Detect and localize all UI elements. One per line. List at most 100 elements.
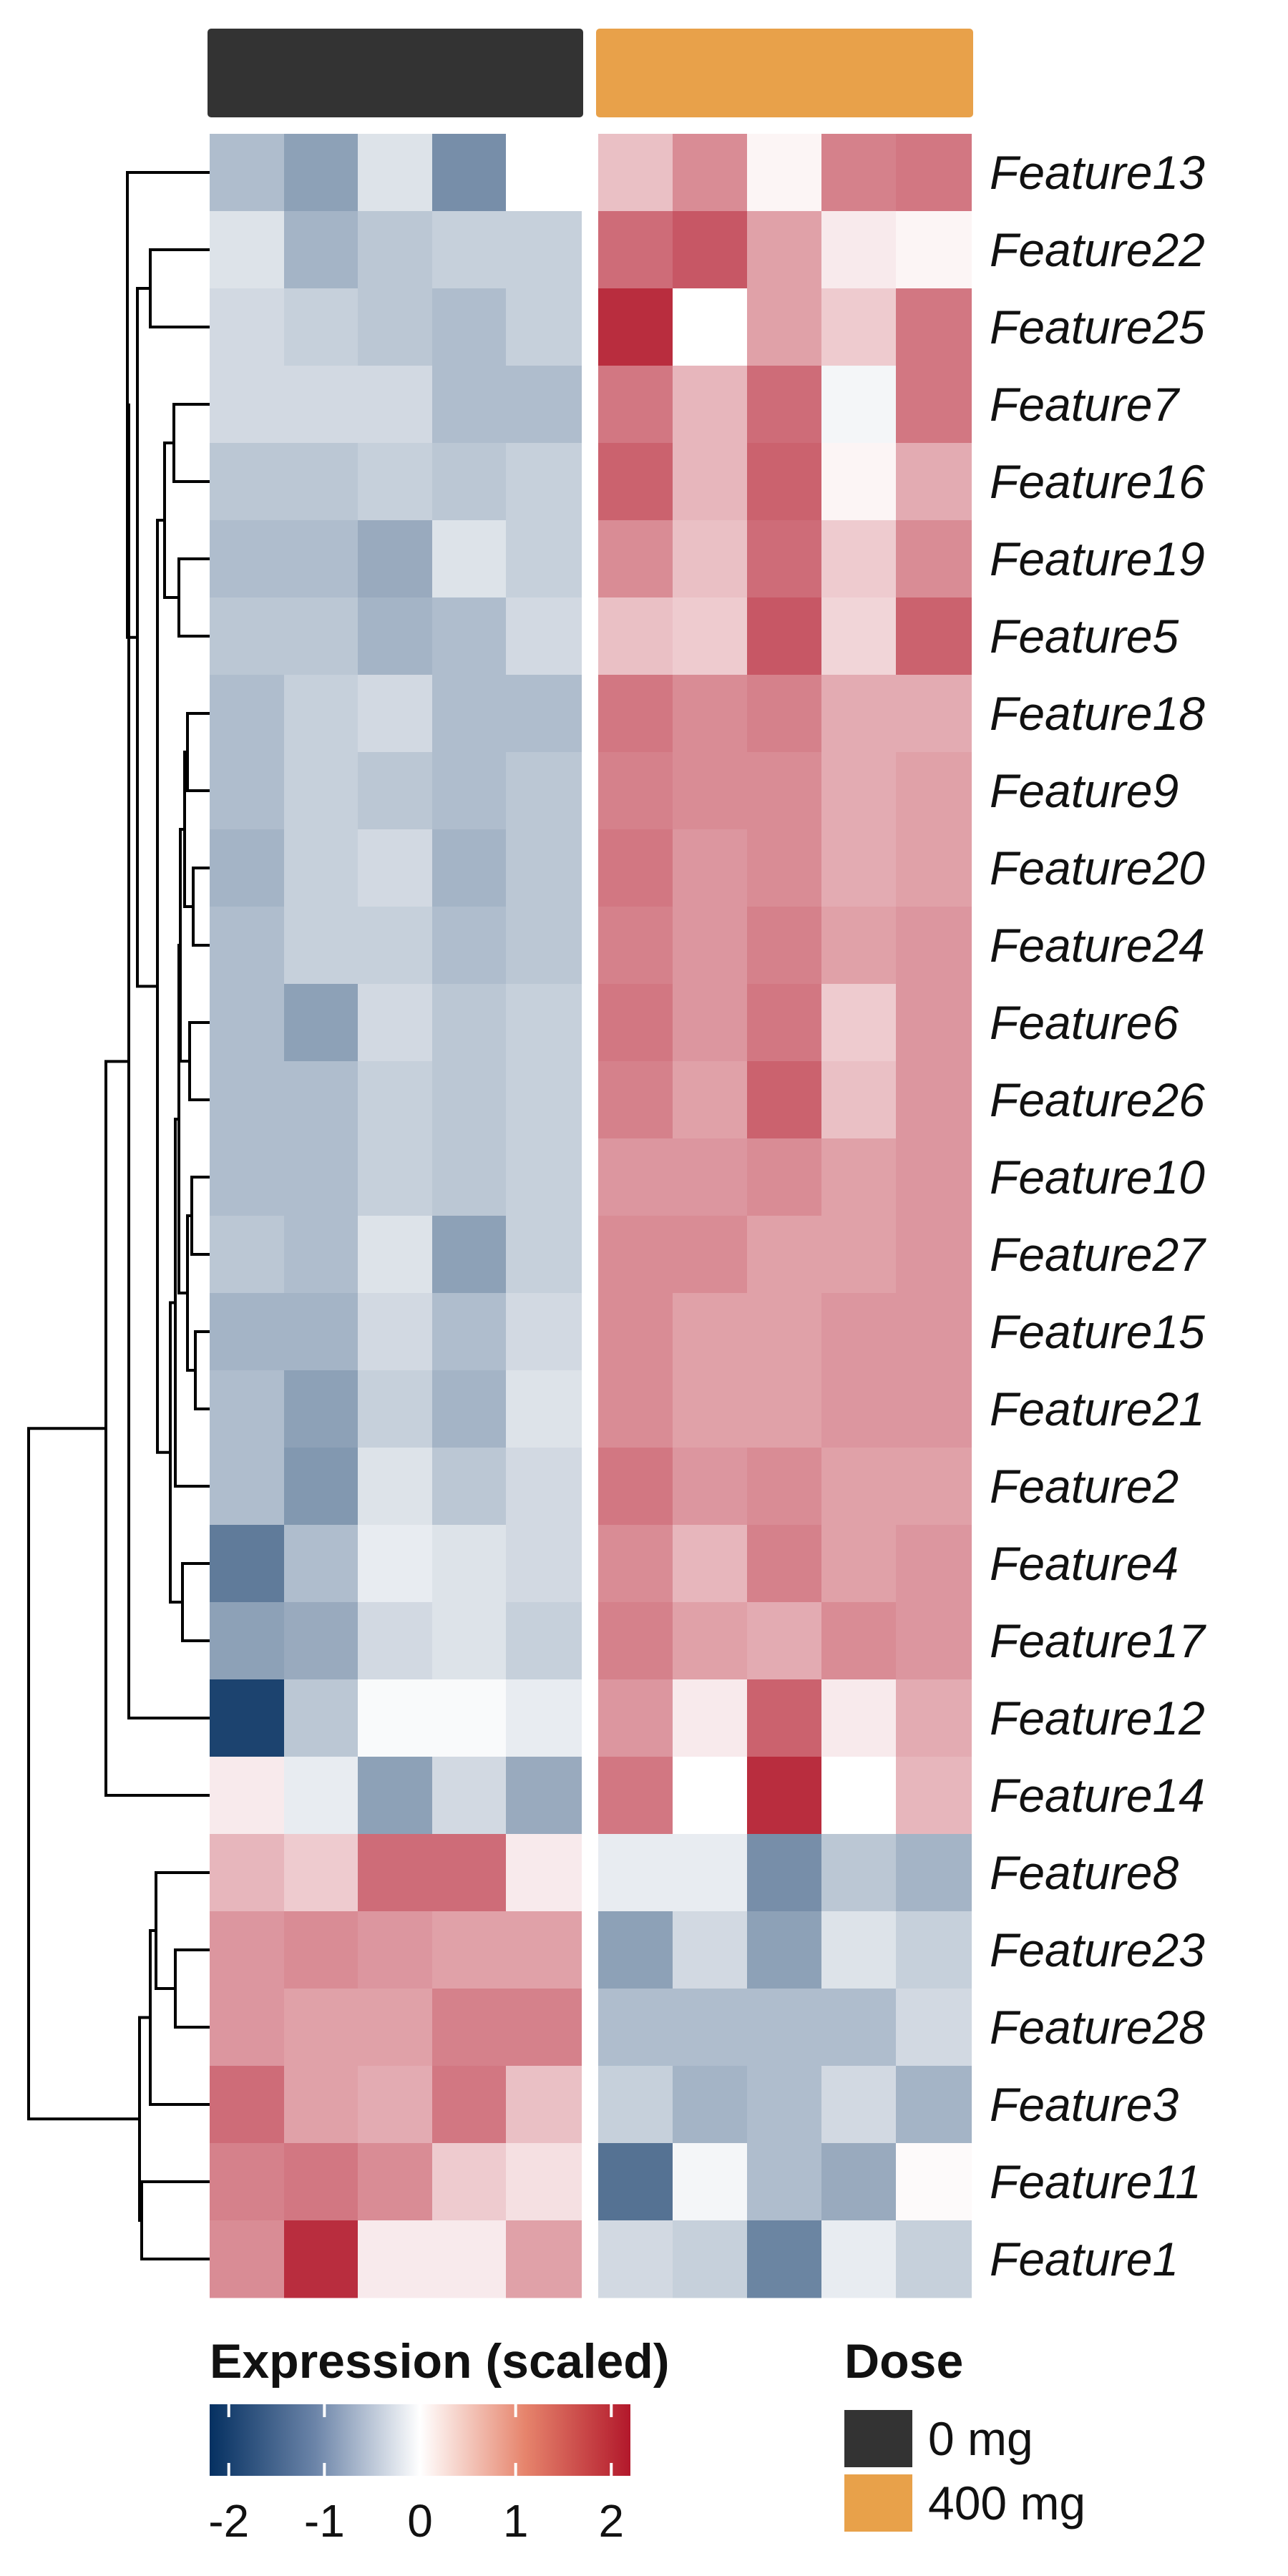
heatmap-cell (358, 1757, 434, 1835)
heatmap-cell (506, 211, 582, 289)
heatmap-cell (821, 2143, 897, 2221)
heatmap-cell (896, 1370, 972, 1448)
heatmap-cell (358, 288, 434, 366)
dose-legend: Dose 0 mg 400 mg (844, 2334, 1085, 2532)
heatmap-cell (747, 443, 823, 521)
heatmap-cell (358, 1525, 434, 1603)
heatmap-cell (747, 597, 823, 675)
heatmap-cell (821, 984, 897, 1062)
row-label: Feature14 (990, 1769, 1205, 1822)
heatmap-cell (210, 907, 286, 985)
heatmap-cell (896, 597, 972, 675)
heatmap-cell (210, 2066, 286, 2144)
heatmap-cell (821, 1757, 897, 1835)
heatmap-cell (598, 1525, 674, 1603)
heatmap-cell (284, 1602, 360, 1680)
heatmap-cell (821, 752, 897, 830)
heatmap-cell (506, 1293, 582, 1371)
heatmap-cell (210, 2220, 286, 2298)
heatmap-cell (432, 366, 508, 444)
heatmap-cell (896, 1216, 972, 1294)
dendrogram-branch (149, 248, 210, 328)
heatmap-cell (284, 2220, 360, 2298)
heatmap-cell (598, 1911, 674, 1989)
heatmap-cells (210, 134, 972, 2298)
heatmap-cell (284, 1911, 360, 1989)
heatmap-cell (210, 1525, 286, 1603)
heatmap-cell (598, 1834, 674, 1912)
heatmap-cell (506, 288, 582, 366)
heatmap-cell (210, 1602, 286, 1680)
heatmap-cell (673, 1216, 748, 1294)
heatmap-cell (210, 366, 286, 444)
heatmap-cell (598, 1138, 674, 1216)
heatmap-cell (896, 2143, 972, 2221)
dendrogram-branch (140, 2180, 210, 2260)
heatmap-cell (506, 752, 582, 830)
heatmap-cell (432, 675, 508, 753)
heatmap-cell (210, 597, 286, 675)
heatmap-cell (358, 1293, 434, 1371)
heatmap-cell (896, 1061, 972, 1139)
heatmap-cell (896, 443, 972, 521)
heatmap-cell (747, 752, 823, 830)
heatmap-cell (506, 2066, 582, 2144)
heatmap-cell (284, 1989, 360, 2067)
dendrogram-branch (127, 403, 210, 1719)
heatmap-cell (598, 288, 674, 366)
heatmap-cell (896, 2220, 972, 2298)
color-scale-legend: Expression (scaled) -2 -1 0 1 2 (208, 2334, 669, 2547)
heatmap-cell (210, 1061, 286, 1139)
heatmap-cell (284, 1370, 360, 1448)
heatmap-cell (284, 2066, 360, 2144)
heatmap-cell (598, 1448, 674, 1526)
heatmap-cell (284, 1448, 360, 1526)
heatmap-cell (210, 1293, 286, 1371)
heatmap-cell (896, 1989, 972, 2067)
dendrogram-branch (174, 1948, 210, 2029)
heatmap-cell (747, 1370, 823, 1448)
heatmap-cell (747, 1293, 823, 1371)
heatmap-cell (506, 984, 582, 1062)
heatmap-cell (673, 1602, 748, 1680)
heatmap-cell (747, 907, 823, 985)
row-label: Feature12 (990, 1692, 1205, 1745)
heatmap-cell (210, 1757, 286, 1835)
heatmap-cell (673, 443, 748, 521)
heatmap-cell (210, 443, 286, 521)
heatmap-cell (284, 1061, 360, 1139)
heatmap-cell (358, 675, 434, 753)
heatmap-cell (598, 752, 674, 830)
heatmap-cell (598, 2220, 674, 2298)
heatmap-cell (506, 1216, 582, 1294)
heatmap-cell (358, 984, 434, 1062)
row-label: Feature17 (990, 1614, 1206, 1667)
heatmap-cell (673, 211, 748, 289)
dendrogram-branch (174, 1118, 210, 1488)
row-label: Feature9 (990, 764, 1179, 817)
heatmap-cell (598, 443, 674, 521)
heatmap-cell (821, 1448, 897, 1526)
dendrogram-branch (172, 403, 210, 483)
heatmap-cell (896, 907, 972, 985)
dose-annotation-0 (208, 29, 583, 117)
heatmap-cell (821, 443, 897, 521)
heatmap-cell (358, 1602, 434, 1680)
heatmap-cell (673, 907, 748, 985)
heatmap-cell (506, 829, 582, 907)
heatmap-cell (284, 134, 360, 212)
heatmap-cell (673, 752, 748, 830)
heatmap-cell (821, 1834, 897, 1912)
row-label: Feature16 (990, 455, 1205, 508)
heatmap-cell (673, 1989, 748, 2067)
heatmap-cell (598, 984, 674, 1062)
row-label: Feature28 (990, 2001, 1205, 2054)
heatmap-cell (821, 1293, 897, 1371)
dose-key-swatch-400mg (844, 2474, 912, 2532)
heatmap-cell (284, 1293, 360, 1371)
heatmap-cell (358, 1834, 434, 1912)
heatmap-cell (284, 443, 360, 521)
heatmap-cell (896, 1448, 972, 1526)
heatmap-cell (506, 1448, 582, 1526)
heatmap-cell (821, 1216, 897, 1294)
